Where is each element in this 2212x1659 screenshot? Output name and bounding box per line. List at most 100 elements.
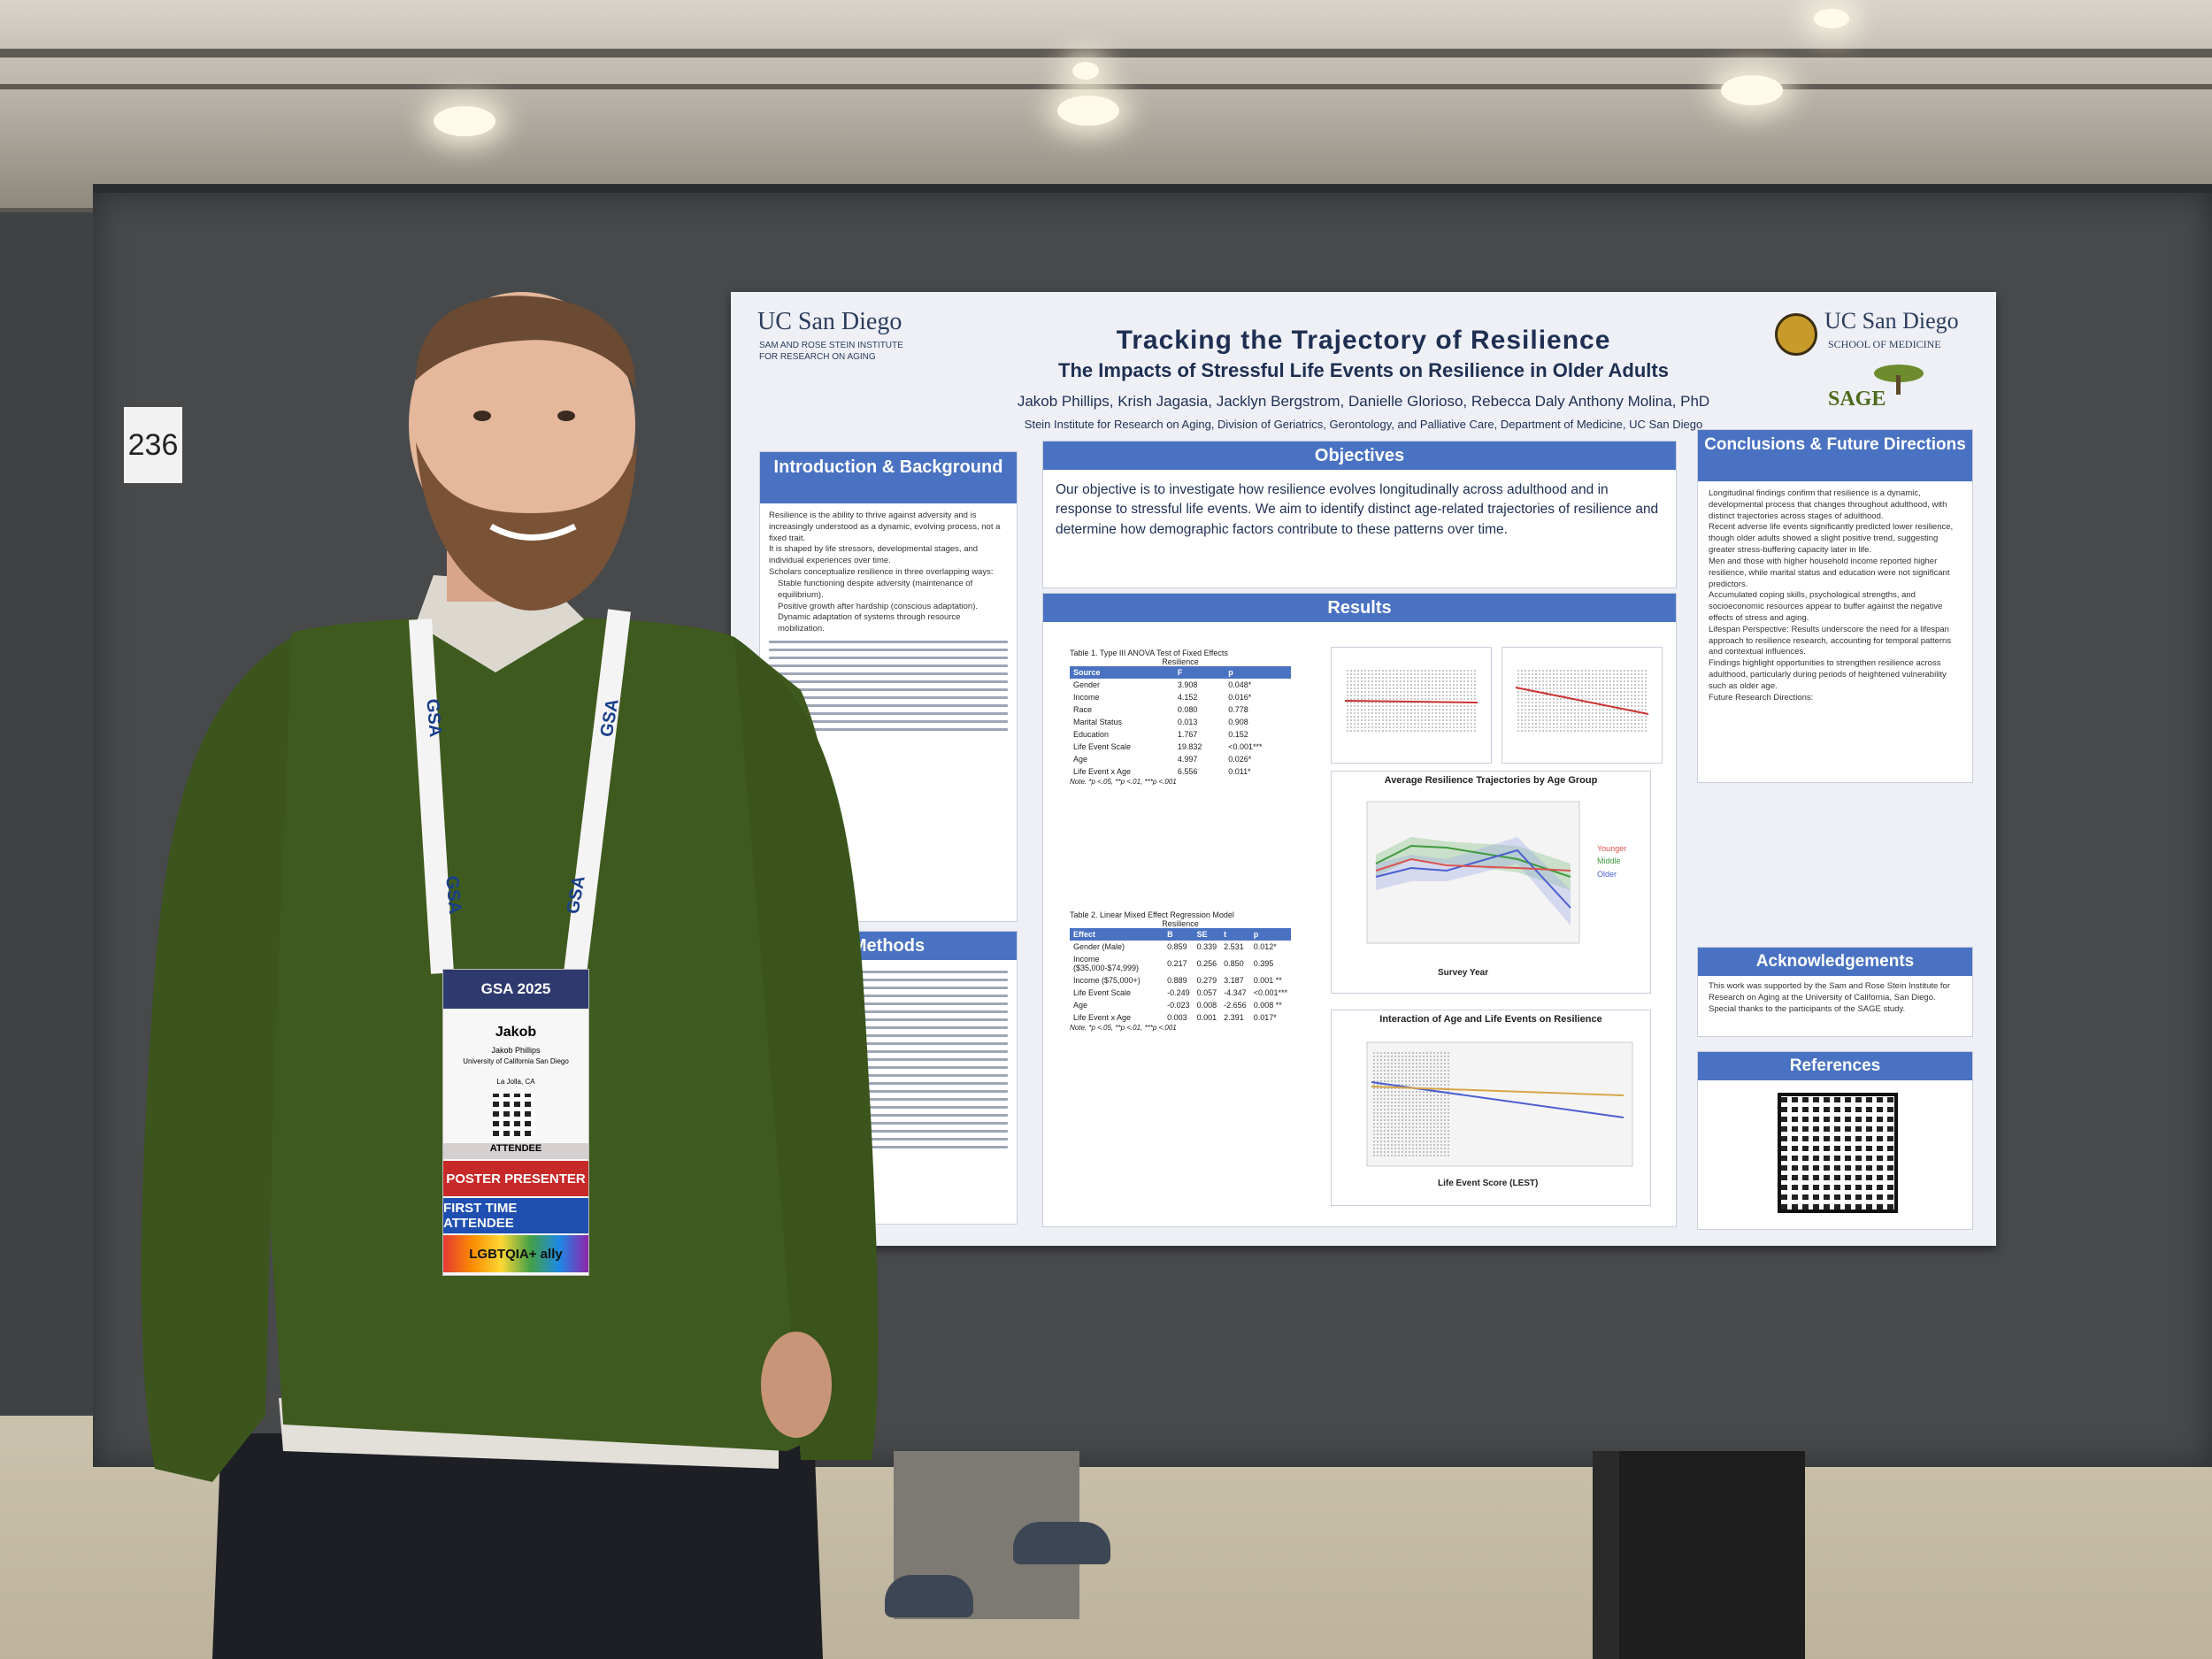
intro-more-text (769, 640, 1008, 731)
cell: Life Event Scale (1073, 742, 1132, 751)
cell: Life Event x Age (1073, 1013, 1132, 1022)
poster-authors: Jakob Phillips, Krish Jagasia, Jacklyn B… (1017, 393, 1710, 410)
intro-bullet: Stable functioning despite adversity (ma… (778, 578, 973, 600)
booth-number: 236 (124, 407, 182, 483)
cell: 0.889 (1167, 976, 1187, 985)
stein-institute-line2: FOR RESEARCH ON AGING (759, 352, 876, 362)
figure3-line-chart: Average Resilience Trajectories by Age G… (1331, 771, 1651, 994)
cell: Gender (Male) (1073, 942, 1125, 951)
legend-item: Older (1597, 869, 1617, 879)
intro-body: Resilience is the ability to thrive agai… (760, 503, 1017, 743)
poster-subtitle: The Impacts of Stressful Life Events on … (1058, 359, 1669, 381)
cell: -0.249 (1167, 988, 1190, 997)
figure1-scatter (1331, 647, 1492, 764)
table-row: Income 4.152 0.016* (1070, 691, 1291, 703)
table2-grid: Effect B SE t p Gender (Male) 0.859 0.339 2… (1070, 928, 1291, 1024)
poster-title: Tracking the Trajectory of Resilience (1116, 326, 1611, 355)
cell: 0.026* (1228, 755, 1252, 764)
methods-section: Methods (759, 931, 1018, 1225)
table2-group: Resilience (1162, 919, 1199, 928)
cell: 0.001 ** (1253, 976, 1282, 985)
ceiling-truss (0, 84, 2212, 89)
conclusion-bullet: Accumulated coping skills, psychological… (1709, 590, 1943, 623)
figure3-legend: Younger Middle Older (1597, 842, 1626, 880)
conclusion-bullet: Men and those with higher household inco… (1709, 556, 1950, 589)
lanyard-logo: GSA (442, 874, 465, 916)
table1-grid: Source F p Gender 3.908 0.048* Income 4.152… (1070, 666, 1291, 778)
table1-col: p (1225, 666, 1291, 679)
cell: 0.008 ** (1253, 1001, 1282, 1010)
references-heading: References (1698, 1052, 1972, 1080)
cell: 0.003 (1167, 1013, 1187, 1022)
cell: 0.001 (1196, 1013, 1217, 1022)
cell: 0.395 (1253, 959, 1274, 968)
ceiling (0, 0, 2212, 208)
conclusions-section: Conclusions & Future Directions Longitud… (1697, 429, 1973, 783)
table-row: Gender (Male) 0.859 0.339 2.531 0.012* (1070, 941, 1291, 953)
cell: Gender (1073, 680, 1101, 689)
table2-col: Effect (1070, 928, 1164, 941)
ribbon-poster-presenter: POSTER PRESENTER (443, 1161, 588, 1196)
cell: Marital Status (1073, 718, 1123, 726)
results-section: Results Table 1. Type III ANOVA Test of … (1042, 593, 1677, 1227)
table1-col: Source (1070, 666, 1174, 679)
cell: 1.767 (1177, 730, 1198, 739)
table2-col: B (1164, 928, 1194, 941)
conclusion-bullet: Recent adverse life events significantly… (1709, 522, 1954, 556)
intro-heading: Introduction & Background (760, 452, 1017, 503)
table2-col: SE (1193, 928, 1221, 941)
acknowledgements-text: This work was supported by the Sam and R… (1709, 981, 1950, 1014)
table1-caption: Table 1. Type III ANOVA Test of Fixed Ef… (1070, 649, 1228, 657)
conclusion-bullet: Lifespan Perspective: Results underscore… (1709, 624, 1952, 657)
ucsd-logo-right: UC San Diego (1824, 308, 1959, 334)
cell: Age (1073, 1001, 1088, 1010)
cell: Life Event Scale (1073, 988, 1132, 997)
conclusions-body: Longitudinal findings confirm that resil… (1698, 481, 1972, 710)
intro-bullet: Dynamic adaptation of systems through re… (778, 612, 961, 634)
ribbon-first-time: FIRST TIME ATTENDEE (443, 1198, 588, 1233)
intro-bullet: Resilience is the ability to thrive agai… (769, 511, 1001, 543)
figure3-title: Average Resilience Trajectories by Age G… (1384, 775, 1598, 786)
badge-city: La Jolla, CA (496, 1078, 535, 1086)
conclusion-bullet: Future Research Directions: (1709, 692, 1814, 703)
table-row: Income ($35,000-$74,999) 0.217 0.256 0.850 0… (1070, 953, 1291, 974)
poster: UC San Diego SAM AND ROSE STEIN INSTITUT… (731, 292, 1996, 1246)
table-row: Life Event Scale -0.249 0.057 -4.347 <0.001*… (1070, 987, 1291, 999)
ceiling-light (1057, 96, 1119, 126)
board-leg (1593, 1451, 1619, 1659)
methods-heading: Methods (760, 932, 1017, 960)
table1-note: Note. *p <.05, **p <.01, ***p <.001 (1070, 778, 1177, 786)
objectives-heading: Objectives (1043, 442, 1676, 470)
table-row: Race 0.080 0.778 (1070, 703, 1291, 716)
figure4-scatter: Interaction of Age and Life Events on Re… (1331, 1010, 1651, 1206)
references-section: References (1697, 1051, 1973, 1230)
cell: 2.531 (1224, 942, 1244, 951)
ceiling-light (434, 106, 495, 136)
name-badge: GSA 2025 Jakob Jakob Phillips University… (442, 969, 589, 1276)
table1-col: F (1173, 666, 1225, 679)
qr-code-icon[interactable] (1778, 1093, 1898, 1213)
table2: Table 2. Linear Mixed Effect Regression … (1070, 910, 1291, 1032)
badge-role: ATTENDEE (443, 1143, 588, 1159)
stein-institute-line1: SAM AND ROSE STEIN INSTITUTE (759, 341, 903, 350)
cell: 0.080 (1177, 705, 1198, 714)
poster-affiliation: Stein Institute for Research on Aging, D… (1024, 418, 1703, 431)
figure3-xlabel: Survey Year (1438, 968, 1489, 978)
legend-item: Middle (1597, 856, 1621, 866)
cell: 0.908 (1228, 718, 1248, 726)
acknowledgements-heading: Acknowledgements (1698, 948, 1972, 976)
table-row: Age 4.997 0.026* (1070, 753, 1291, 765)
cell: Income ($75,000+) (1073, 976, 1141, 985)
cell: -0.023 (1167, 1001, 1190, 1010)
results-heading: Results (1043, 594, 1676, 622)
cell: 0.152 (1228, 730, 1248, 739)
cell: Education (1073, 730, 1110, 739)
cell: 0.012* (1253, 942, 1277, 951)
badge-event: GSA 2025 (443, 970, 588, 1009)
passerby-shoe (1013, 1522, 1110, 1564)
ucsd-logo-left: UC San Diego (757, 308, 902, 335)
table-row: Age -0.023 0.008 -2.656 0.008 ** (1070, 999, 1291, 1011)
cell: 0.057 (1196, 988, 1217, 997)
visitor-legs (1619, 1451, 1805, 1659)
table2-col: p (1249, 928, 1291, 941)
